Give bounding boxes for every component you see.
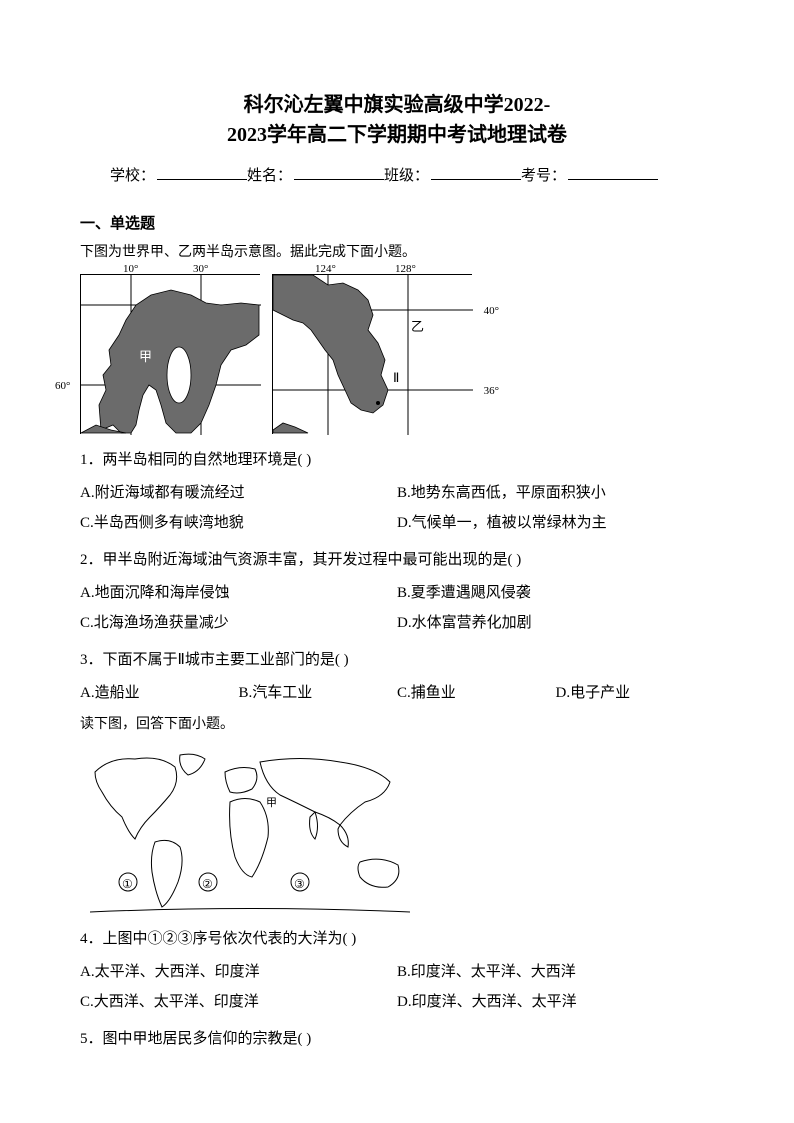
exam-title-block: 科尔沁左翼中旗实验高级中学2022- 2023学年高二下学期期中考试地理试卷 — [80, 90, 714, 150]
world-label-2: ② — [202, 875, 213, 894]
q5-stem: 5．图中甲地居民多信仰的宗教是( ) — [80, 1027, 714, 1051]
title-line-1: 科尔沁左翼中旗实验高级中学2022- — [80, 90, 714, 120]
map-a-lon2: 30° — [193, 261, 208, 279]
q1-stem: 1．两半岛相同的自然地理环境是( ) — [80, 448, 714, 472]
q3-opt-c[interactable]: C.捕鱼业 — [397, 678, 556, 708]
name-label: 姓名： — [247, 164, 292, 188]
school-field: 学校： — [110, 162, 247, 188]
title-line-2: 2023学年高二下学期期中考试地理试卷 — [80, 120, 714, 150]
examno-field: 考号： — [521, 162, 658, 188]
world-label-jia: 甲 — [266, 795, 277, 813]
intro-2: 读下图，回答下面小题。 — [80, 714, 714, 736]
q4-options: A.太平洋、大西洋、印度洋 B.印度洋、太平洋、大西洋 C.大西洋、太平洋、印度… — [80, 957, 714, 1017]
map-b-lat2: 36° — [484, 383, 499, 401]
map-b-lon1: 124° — [315, 261, 336, 279]
class-blank[interactable] — [431, 162, 521, 180]
q1-options: A.附近海域都有暖流经过 B.地势东高西低，平原面积狭小 C.半岛西侧多有峡湾地… — [80, 478, 714, 538]
q4-stem: 4．上图中①②③序号依次代表的大洋为( ) — [80, 927, 714, 951]
student-info-line: 学校： 姓名： 班级： 考号： — [80, 162, 714, 188]
q2-opt-c[interactable]: C.北海渔场渔获量减少 — [80, 608, 397, 638]
q4-opt-a[interactable]: A.太平洋、大西洋、印度洋 — [80, 957, 397, 987]
q1-opt-b[interactable]: B.地势东高西低，平原面积狭小 — [397, 478, 714, 508]
map-a-svg — [81, 275, 261, 435]
map-b-korea: 124° 128° 40° 36° 乙 Ⅱ — [272, 274, 472, 434]
map-a-lon1: 10° — [123, 261, 138, 279]
section-1-heading: 一、单选题 — [80, 212, 714, 236]
name-field: 姓名： — [247, 162, 384, 188]
figure-world-map: ① ② ③ 甲 — [80, 747, 420, 917]
q2-opt-b[interactable]: B.夏季遭遇飓风侵袭 — [397, 578, 714, 608]
map-b-mark-yi: 乙 — [411, 317, 424, 338]
class-field: 班级： — [384, 162, 521, 188]
q1-opt-c[interactable]: C.半岛西侧多有峡湾地貌 — [80, 508, 397, 538]
map-b-mark-ii: Ⅱ — [393, 368, 399, 389]
examno-blank[interactable] — [568, 162, 658, 180]
school-blank[interactable] — [157, 162, 247, 180]
world-label-1: ① — [122, 875, 133, 894]
map-b-svg — [273, 275, 473, 435]
map-a-mark-jia: 甲 — [139, 347, 152, 368]
map-b-lat1: 40° — [484, 303, 499, 321]
figure-peninsulas: 10° 30° 60° 甲 124° 128° 40° 36° 乙 Ⅱ — [80, 274, 714, 434]
examno-label: 考号： — [521, 164, 566, 188]
q3-stem: 3．下面不属于Ⅱ城市主要工业部门的是( ) — [80, 648, 714, 672]
map-a-lat1: 60° — [55, 378, 70, 396]
q2-opt-d[interactable]: D.水体富营养化加剧 — [397, 608, 714, 638]
q4-opt-c[interactable]: C.大西洋、太平洋、印度洋 — [80, 987, 397, 1017]
school-label: 学校： — [110, 164, 155, 188]
q3-opt-d[interactable]: D.电子产业 — [556, 678, 715, 708]
name-blank[interactable] — [294, 162, 384, 180]
q2-stem: 2．甲半岛附近海域油气资源丰富，其开发过程中最可能出现的是( ) — [80, 548, 714, 572]
q3-options: A.造船业 B.汽车工业 C.捕鱼业 D.电子产业 — [80, 678, 714, 708]
q4-opt-b[interactable]: B.印度洋、太平洋、大西洋 — [397, 957, 714, 987]
q3-opt-b[interactable]: B.汽车工业 — [239, 678, 398, 708]
map-b-lon2: 128° — [395, 261, 416, 279]
map-a-scandinavia: 10° 30° 60° 甲 — [80, 274, 260, 434]
q3-opt-a[interactable]: A.造船业 — [80, 678, 239, 708]
world-label-3: ③ — [294, 875, 305, 894]
q2-options: A.地面沉降和海岸侵蚀 B.夏季遭遇飓风侵袭 C.北海渔场渔获量减少 D.水体富… — [80, 578, 714, 638]
class-label: 班级： — [384, 164, 429, 188]
q2-opt-a[interactable]: A.地面沉降和海岸侵蚀 — [80, 578, 397, 608]
q1-opt-a[interactable]: A.附近海域都有暖流经过 — [80, 478, 397, 508]
q1-opt-d[interactable]: D.气候单一，植被以常绿林为主 — [397, 508, 714, 538]
q4-opt-d[interactable]: D.印度洋、大西洋、太平洋 — [397, 987, 714, 1017]
